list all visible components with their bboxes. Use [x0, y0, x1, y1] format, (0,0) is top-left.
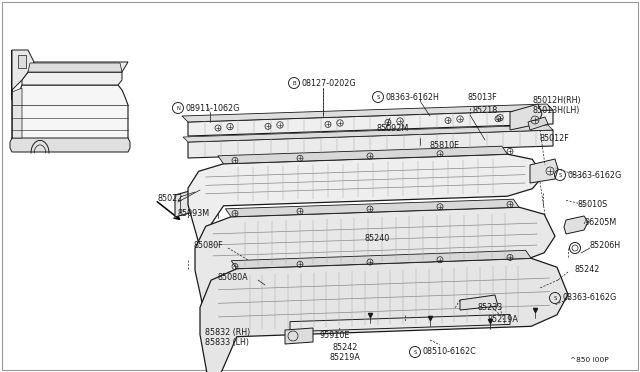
Text: 85093M: 85093M: [178, 208, 210, 218]
Text: 85810E: 85810E: [430, 141, 460, 150]
Text: 08911-1062G: 08911-1062G: [186, 103, 241, 112]
Polygon shape: [12, 50, 34, 90]
Text: ^850 I00P: ^850 I00P: [570, 357, 609, 363]
Text: 85218: 85218: [473, 106, 499, 115]
Text: B: B: [292, 80, 296, 86]
Polygon shape: [188, 154, 543, 243]
Text: S: S: [554, 295, 557, 301]
Polygon shape: [188, 130, 553, 158]
Text: 96205M: 96205M: [585, 218, 617, 227]
Text: 85080F: 85080F: [193, 241, 223, 250]
Polygon shape: [530, 159, 558, 183]
Polygon shape: [564, 216, 588, 234]
Text: 85240: 85240: [365, 234, 390, 243]
Polygon shape: [188, 110, 553, 136]
Text: 95910E: 95910E: [320, 330, 350, 340]
Polygon shape: [510, 104, 542, 130]
Text: 85219A: 85219A: [330, 353, 361, 362]
Polygon shape: [175, 189, 197, 217]
Text: 85833 (LH): 85833 (LH): [205, 337, 249, 346]
Text: 08363-6162G: 08363-6162G: [563, 294, 617, 302]
Polygon shape: [231, 250, 531, 269]
Text: 85012F: 85012F: [540, 134, 570, 142]
Polygon shape: [28, 62, 128, 72]
Text: 08510-6162C: 08510-6162C: [423, 347, 477, 356]
Text: 85242: 85242: [575, 266, 600, 275]
Polygon shape: [18, 55, 26, 68]
Polygon shape: [183, 125, 553, 142]
Polygon shape: [182, 104, 553, 122]
Text: 08363-6162G: 08363-6162G: [568, 170, 622, 180]
Text: 85219A: 85219A: [488, 315, 519, 324]
Text: 85092M: 85092M: [377, 124, 409, 132]
Polygon shape: [28, 63, 122, 72]
Text: 85233: 85233: [478, 304, 503, 312]
Text: 85013H(LH): 85013H(LH): [533, 106, 580, 115]
Polygon shape: [22, 72, 122, 85]
Polygon shape: [218, 146, 508, 164]
Polygon shape: [200, 258, 568, 372]
Text: 85022: 85022: [158, 193, 184, 202]
Polygon shape: [528, 117, 548, 130]
Text: 85206H: 85206H: [590, 241, 621, 250]
Polygon shape: [285, 328, 313, 344]
Text: 85013F: 85013F: [468, 93, 498, 102]
Text: N: N: [176, 106, 180, 110]
Polygon shape: [195, 207, 555, 320]
Polygon shape: [460, 295, 498, 310]
Polygon shape: [10, 138, 130, 152]
Text: S: S: [376, 94, 380, 99]
Text: 08127-0202G: 08127-0202G: [302, 78, 356, 87]
Polygon shape: [12, 88, 22, 138]
Text: 85080A: 85080A: [218, 273, 248, 282]
Text: 85010S: 85010S: [578, 199, 608, 208]
Text: 85242: 85242: [333, 343, 358, 353]
Text: S: S: [558, 173, 562, 177]
Polygon shape: [225, 199, 519, 217]
Polygon shape: [290, 314, 510, 332]
Text: S: S: [413, 350, 417, 355]
Polygon shape: [12, 50, 128, 145]
Text: 08363-6162H: 08363-6162H: [386, 93, 440, 102]
Text: 85012H(RH): 85012H(RH): [533, 96, 582, 105]
Text: 85832 (RH): 85832 (RH): [205, 327, 250, 337]
